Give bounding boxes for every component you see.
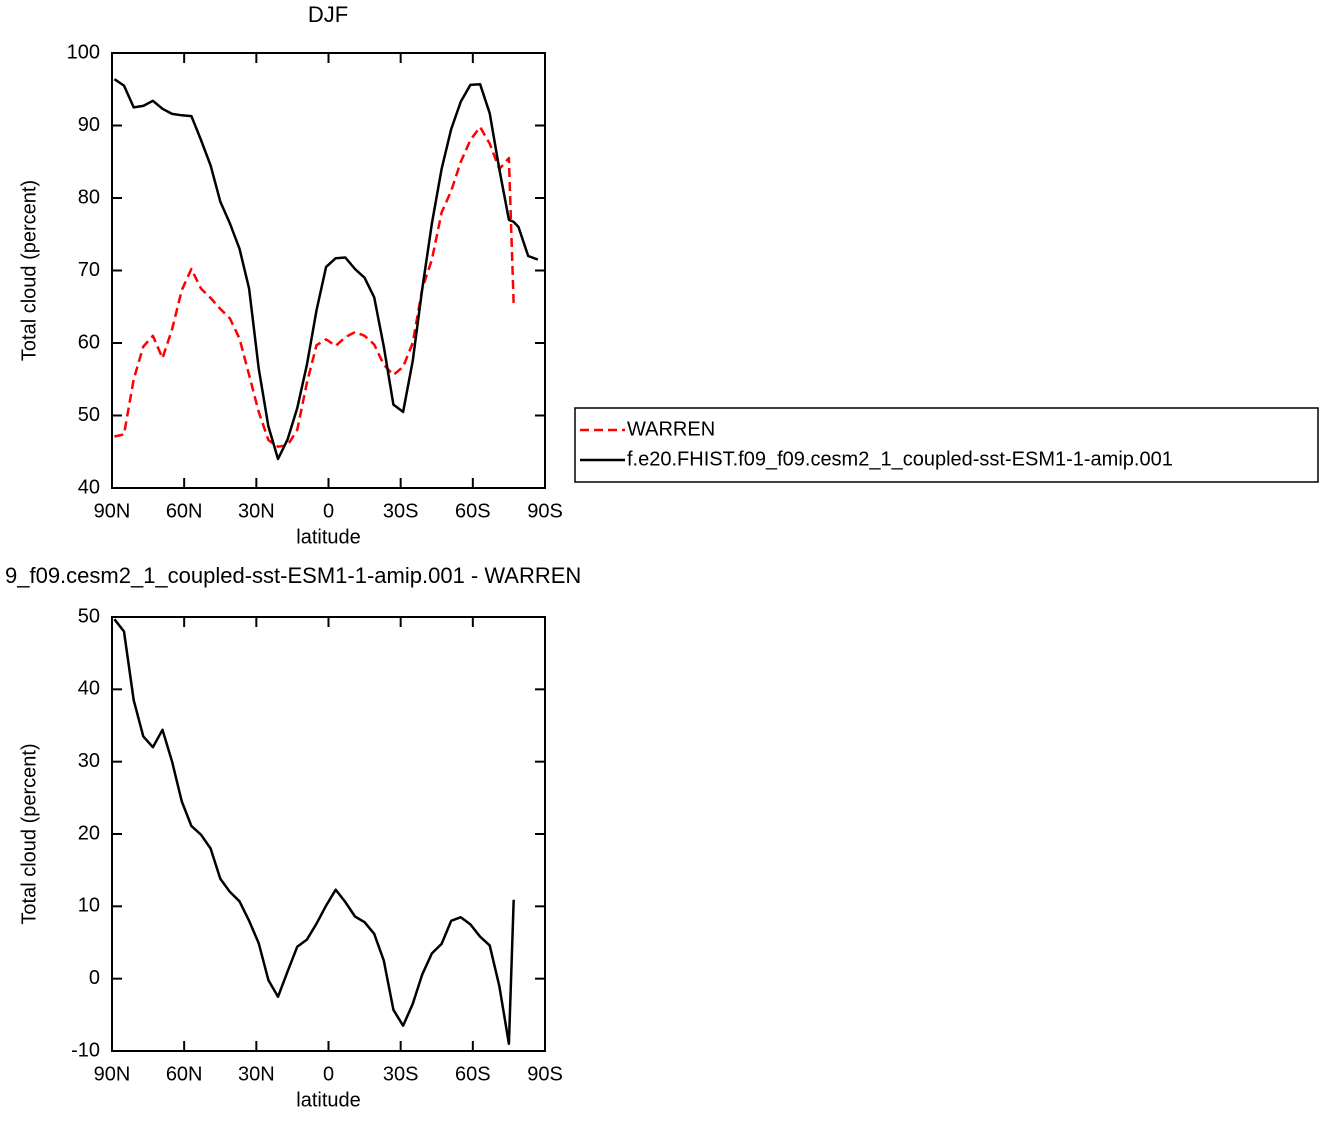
- x-tick-label: 90S: [527, 1063, 563, 1085]
- x-tick-label: 90N: [94, 500, 131, 522]
- y-tick-label: 50: [78, 605, 100, 627]
- y-tick-label: 0: [89, 967, 100, 989]
- x-axis-label: latitude: [296, 526, 361, 548]
- legend-label: WARREN: [627, 418, 715, 440]
- x-tick-label: 60N: [166, 500, 203, 522]
- y-tick-label: 10: [78, 895, 100, 917]
- y-tick-label: 40: [78, 678, 100, 700]
- x-tick-label: 60S: [455, 1063, 491, 1085]
- x-tick-label: 60N: [166, 1063, 203, 1085]
- legend-box: [574, 407, 1319, 483]
- y-tick-label: 70: [78, 259, 100, 281]
- y-tick-label: 60: [78, 331, 100, 353]
- x-axis-label: latitude: [296, 1089, 361, 1111]
- y-tick-label: 20: [78, 822, 100, 844]
- x-tick-label: 30S: [383, 500, 419, 522]
- plot-frame: [111, 616, 546, 1052]
- x-tick-label: 90S: [527, 500, 563, 522]
- y-tick-label: 40: [78, 476, 100, 498]
- x-tick-label: 30S: [383, 1063, 419, 1085]
- x-tick-label: 60S: [455, 500, 491, 522]
- y-tick-label: 50: [78, 404, 100, 426]
- x-tick-label: 30N: [238, 1063, 275, 1085]
- x-tick-label: 90N: [94, 1063, 131, 1085]
- y-axis-label: Total cloud (percent): [18, 743, 40, 924]
- data-line: [114, 125, 515, 448]
- y-tick-label: 90: [78, 114, 100, 136]
- data-line: [113, 618, 515, 1046]
- x-tick-label: 0: [323, 500, 334, 522]
- y-tick-label: 30: [78, 750, 100, 772]
- plot-frame: [111, 52, 546, 489]
- data-line: [113, 78, 539, 461]
- y-tick-label: 80: [78, 186, 100, 208]
- y-tick-label: 100: [67, 41, 100, 63]
- chart-title: 9_f09.cesm2_1_coupled-sst-ESM1-1-amip.00…: [5, 563, 581, 588]
- x-tick-label: 30N: [238, 500, 275, 522]
- x-tick-label: 0: [323, 1063, 334, 1085]
- chart-title: DJF: [308, 2, 348, 27]
- y-axis-label: Total cloud (percent): [18, 180, 40, 361]
- y-tick-label: -10: [71, 1039, 100, 1061]
- legend-label: f.e20.FHIST.f09_f09.cesm2_1_coupled-sst-…: [627, 448, 1173, 470]
